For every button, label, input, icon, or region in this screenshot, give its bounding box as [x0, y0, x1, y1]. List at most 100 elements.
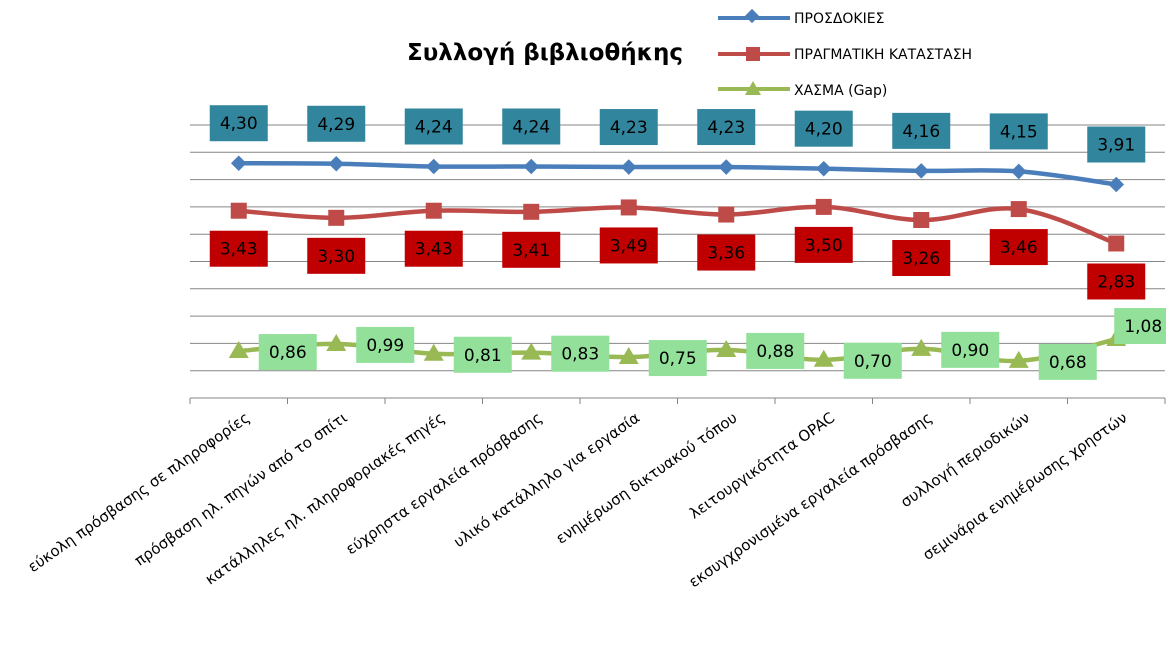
- data-point: [913, 212, 930, 229]
- data-label: 0,70: [854, 352, 892, 372]
- data-label-box: [1087, 126, 1146, 163]
- data-label-box: [1038, 343, 1097, 380]
- data-point: [911, 338, 932, 356]
- data-label: 3,36: [707, 244, 745, 264]
- data-label: 0,68: [1049, 353, 1087, 373]
- data-label: 2,83: [1097, 272, 1135, 292]
- data-point: [425, 202, 442, 219]
- data-label-box: [599, 109, 658, 146]
- chart-title: Συλλογή βιβλιοθήκης: [407, 40, 683, 66]
- data-label: 4,23: [707, 118, 745, 138]
- data-label-box: [746, 332, 805, 369]
- x-tick-label: ενημέρωση δικτυακού τόπου: [553, 409, 741, 548]
- x-axis: [189, 397, 1166, 404]
- data-label: 4,23: [610, 118, 648, 138]
- data-point: [1008, 350, 1029, 368]
- data-label-box: [258, 334, 317, 371]
- data-label: 0,90: [951, 341, 989, 361]
- data-label-box: [404, 108, 463, 145]
- data-label: 0,86: [269, 343, 307, 363]
- data-label: 0,83: [561, 345, 599, 365]
- data-label: 4,16: [902, 122, 940, 142]
- data-point: [1108, 235, 1125, 252]
- legend-label: ΠΡΑΓΜΑΤΙΚΗ ΚΑΤΑΣΤΑΣΗ: [794, 47, 972, 63]
- data-label-box: [794, 226, 853, 263]
- data-label: 4,29: [317, 115, 355, 135]
- data-label-box: [502, 108, 561, 145]
- legend-item-expectations: ΠΡΟΣΔΟΚΙΕΣ: [718, 8, 884, 27]
- data-point: [328, 209, 345, 226]
- data-labels: 4,30 4,29 4,24 4,24 4,23 4,23 4,20 4,16 4,15 3,91…: [209, 105, 1166, 380]
- series-line: [238, 160, 1117, 187]
- data-label-box: [209, 230, 268, 267]
- legend-label: ΠΡΟΣΔΟΚΙΕΣ: [794, 11, 884, 27]
- data-label-box: [404, 230, 463, 267]
- data-point: [815, 198, 832, 215]
- data-label: 3,30: [317, 247, 355, 267]
- data-label: 3,26: [902, 249, 940, 269]
- data-point: [620, 159, 637, 175]
- data-label-box: [307, 237, 366, 274]
- legend-item-gap: ΧΑΣΜΑ (Gap): [718, 81, 887, 99]
- data-label-box: [453, 336, 512, 373]
- data-label: 4,24: [512, 117, 550, 137]
- data-point: [523, 158, 540, 175]
- data-label-box: [794, 110, 853, 147]
- data-label: 0,75: [659, 349, 697, 369]
- data-point: [716, 339, 737, 357]
- data-point: [523, 203, 540, 220]
- data-point: [230, 202, 247, 219]
- legend: ΠΡΟΣΔΟΚΙΕΣ ΠΡΑΓΜΑΤΙΚΗ ΚΑΤΑΣΤΑΣΗ ΧΑΣΜΑ (G…: [718, 8, 972, 99]
- data-label-box: [989, 113, 1048, 150]
- data-label-box: [502, 231, 561, 268]
- data-label-box: [356, 326, 415, 363]
- data-label: 3,49: [610, 236, 648, 256]
- series-line: [238, 204, 1118, 246]
- data-label: 3,43: [415, 240, 453, 260]
- x-tick-label: σεμινάρια ενημέρωσης χρηστών: [919, 409, 1130, 564]
- data-label-box: [697, 109, 756, 146]
- legend-label: ΧΑΣΜΑ (Gap): [794, 83, 887, 99]
- data-point: [718, 159, 735, 175]
- data-point: [815, 160, 832, 177]
- data-label-box: [648, 340, 707, 377]
- data-label-box: [892, 112, 951, 149]
- data-point: [1010, 163, 1027, 180]
- data-label: 3,43: [220, 240, 258, 260]
- data-label-box: [307, 105, 366, 142]
- data-label: 3,91: [1097, 136, 1135, 156]
- data-label-box: [989, 229, 1048, 266]
- data-label-box: [843, 342, 902, 379]
- data-label: 3,46: [1000, 238, 1038, 258]
- data-label-box: [209, 105, 268, 142]
- data-point: [521, 342, 542, 360]
- x-tick-labels: εύκολη πρόσβασης σε πληροφορίεςπρόσβαση …: [25, 408, 1131, 591]
- x-tick-label: υλικό κατάλληλο για εργασία: [450, 408, 643, 550]
- data-point: [230, 155, 247, 171]
- data-point: [228, 341, 249, 359]
- data-label: 3,50: [805, 236, 843, 256]
- data-point: [423, 343, 444, 361]
- data-label-box: [1114, 308, 1166, 345]
- data-label-box: [697, 234, 756, 271]
- data-label-box: [599, 227, 658, 264]
- data-label: 4,30: [220, 114, 258, 134]
- data-label: 4,24: [415, 117, 453, 137]
- data-label: 0,99: [366, 336, 404, 356]
- data-label-box: [892, 240, 951, 277]
- data-point: [718, 206, 735, 223]
- data-point: [618, 347, 639, 365]
- data-point: [913, 163, 930, 179]
- data-point: [1108, 176, 1125, 193]
- data-label: 4,20: [805, 120, 843, 140]
- data-label-box: [1087, 263, 1146, 300]
- data-point: [326, 333, 347, 351]
- data-point: [328, 155, 345, 172]
- data-label: 0,81: [464, 346, 502, 366]
- legend-item-actual: ΠΡΑΓΜΑΤΙΚΗ ΚΑΤΑΣΤΑΣΗ: [718, 47, 972, 63]
- data-label: 3,41: [512, 241, 550, 261]
- data-label-box: [551, 335, 610, 372]
- x-tick-label: εύχρηστα εργαλεία πρόσβασης: [342, 409, 545, 559]
- data-point: [813, 349, 834, 367]
